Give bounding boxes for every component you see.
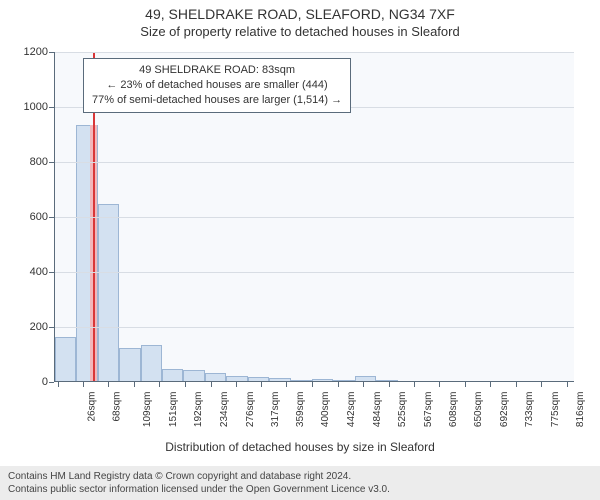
x-tick-label: 650sqm	[473, 392, 484, 428]
x-axis-label: Distribution of detached houses by size …	[0, 440, 600, 454]
x-tick-mark	[312, 382, 313, 387]
histogram-bar	[162, 369, 183, 381]
x-tick-label: 816sqm	[575, 392, 586, 428]
x-tick-label: 692sqm	[499, 392, 510, 428]
histogram-bar	[183, 370, 204, 381]
histogram-bar	[355, 376, 376, 381]
histogram-bar	[312, 379, 333, 381]
x-tick-label: 234sqm	[219, 392, 230, 428]
x-tick-label: 192sqm	[193, 392, 204, 428]
x-tick-mark	[516, 382, 517, 387]
x-tick-mark	[159, 382, 160, 387]
x-tick-label: 567sqm	[423, 392, 434, 428]
info-line-2: ← 23% of detached houses are smaller (44…	[92, 78, 342, 93]
x-tick-mark	[363, 382, 364, 387]
x-tick-mark	[58, 382, 59, 387]
x-tick-label: 775sqm	[550, 392, 561, 428]
histogram-bar	[226, 376, 247, 382]
gridline	[55, 272, 574, 273]
x-tick-mark	[108, 382, 109, 387]
y-tick-mark	[49, 162, 54, 163]
y-tick-label: 800	[18, 156, 48, 168]
x-tick-mark	[286, 382, 287, 387]
histogram-bar	[269, 378, 290, 381]
y-tick-label: 1200	[18, 46, 48, 58]
x-tick-label: 400sqm	[321, 392, 332, 428]
chart-area: Number of detached properties 49 SHELDRA…	[54, 52, 574, 407]
x-tick-mark	[211, 382, 212, 387]
y-tick-mark	[49, 217, 54, 218]
y-tick-label: 600	[18, 211, 48, 223]
y-tick-mark	[49, 52, 54, 53]
subtitle: Size of property relative to detached ho…	[0, 22, 600, 39]
histogram-bar	[141, 345, 162, 381]
x-tick-label: 608sqm	[448, 392, 459, 428]
x-tick-label: 317sqm	[270, 392, 281, 428]
y-tick-mark	[49, 107, 54, 108]
y-tick-mark	[49, 272, 54, 273]
y-tick-label: 1000	[18, 101, 48, 113]
x-tick-label: 442sqm	[346, 392, 357, 428]
x-tick-mark	[83, 382, 84, 387]
histogram-bar	[55, 337, 76, 381]
x-tick-label: 359sqm	[295, 392, 306, 428]
gridline	[55, 217, 574, 218]
x-tick-label: 733sqm	[524, 392, 535, 428]
x-tick-mark	[338, 382, 339, 387]
x-tick-label: 26sqm	[86, 392, 97, 422]
page-title: 49, SHELDRAKE ROAD, SLEAFORD, NG34 7XF	[0, 0, 600, 22]
x-tick-mark	[490, 382, 491, 387]
histogram-bar	[119, 348, 140, 381]
histogram-bar	[205, 373, 226, 381]
x-tick-label: 68sqm	[112, 392, 123, 422]
x-tick-mark	[541, 382, 542, 387]
x-tick-mark	[389, 382, 390, 387]
info-box: 49 SHELDRAKE ROAD: 83sqm ← 23% of detach…	[83, 58, 351, 113]
histogram-bar	[98, 204, 119, 381]
gridline	[55, 52, 574, 53]
y-tick-label: 0	[18, 376, 48, 388]
y-tick-mark	[49, 382, 54, 383]
x-tick-mark	[185, 382, 186, 387]
info-line-1: 49 SHELDRAKE ROAD: 83sqm	[92, 63, 342, 78]
histogram-bar	[291, 380, 312, 381]
info-line-3: 77% of semi-detached houses are larger (…	[92, 93, 342, 108]
x-tick-label: 151sqm	[168, 392, 179, 428]
histogram-bar	[376, 380, 397, 381]
plot-area: 49 SHELDRAKE ROAD: 83sqm ← 23% of detach…	[54, 52, 574, 382]
x-tick-mark	[261, 382, 262, 387]
y-tick-mark	[49, 327, 54, 328]
x-tick-mark	[236, 382, 237, 387]
footer: Contains HM Land Registry data © Crown c…	[0, 466, 600, 500]
x-tick-mark	[439, 382, 440, 387]
x-tick-label: 525sqm	[397, 392, 408, 428]
x-tick-label: 109sqm	[143, 392, 154, 428]
x-tick-mark	[567, 382, 568, 387]
gridline	[55, 327, 574, 328]
gridline	[55, 162, 574, 163]
x-tick-label: 276sqm	[245, 392, 256, 428]
x-tick-mark	[134, 382, 135, 387]
histogram-bar	[248, 377, 269, 381]
footer-line-2: Contains public sector information licen…	[8, 483, 592, 496]
y-tick-label: 200	[18, 321, 48, 333]
x-tick-mark	[465, 382, 466, 387]
histogram-bar	[333, 380, 354, 381]
x-tick-label: 484sqm	[372, 392, 383, 428]
footer-line-1: Contains HM Land Registry data © Crown c…	[8, 470, 592, 483]
y-tick-label: 400	[18, 266, 48, 278]
x-tick-mark	[414, 382, 415, 387]
